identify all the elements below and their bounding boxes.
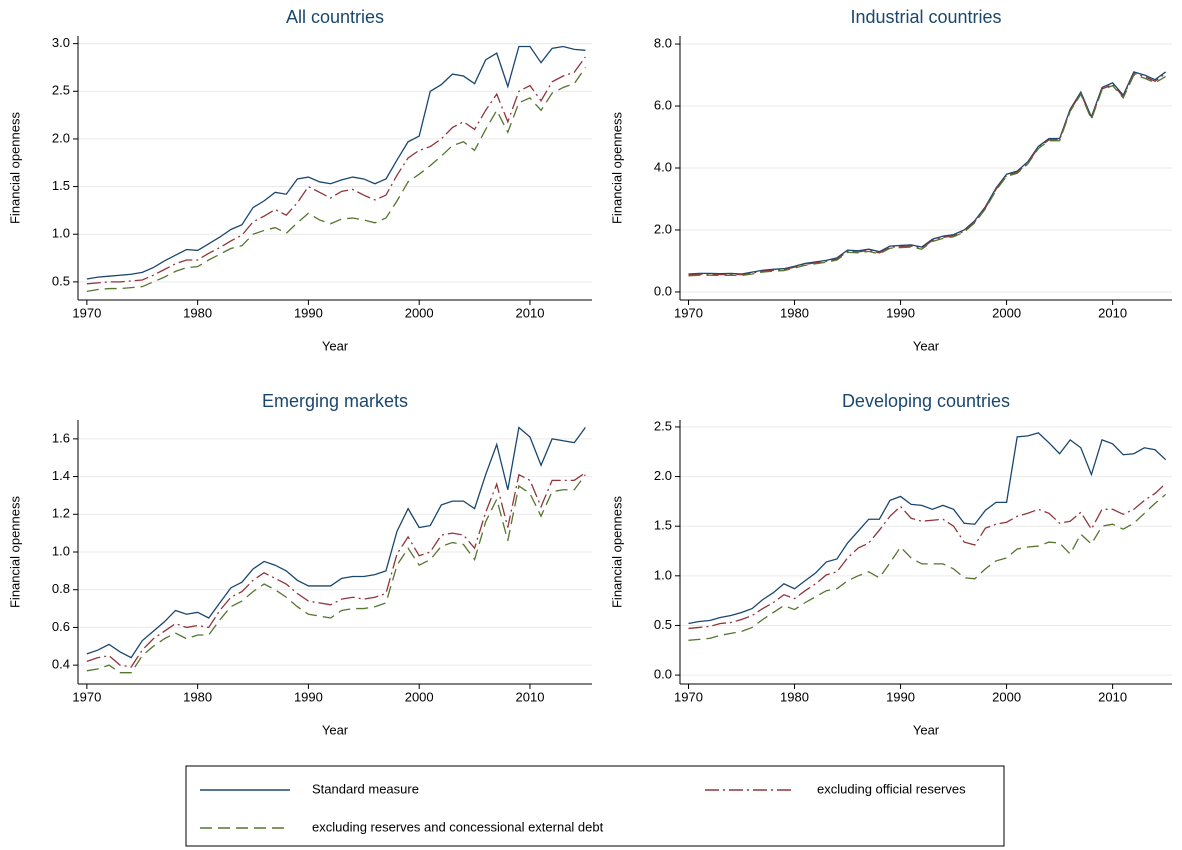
series-line	[688, 483, 1167, 630]
y-tick-label: 0.5	[654, 617, 672, 632]
y-tick-label: 2.0	[654, 221, 672, 236]
legend-label: excluding official reserves	[817, 781, 966, 796]
x-tick-label: 1970	[72, 689, 101, 704]
panel-title: All countries	[286, 7, 384, 27]
y-axis-label: Financial openness	[609, 495, 624, 608]
y-tick-label: 0.0	[654, 667, 672, 682]
y-tick-label: 3.0	[52, 35, 70, 50]
y-tick-label: 1.5	[52, 178, 70, 193]
series-line	[688, 493, 1167, 641]
series-line	[688, 72, 1167, 276]
y-tick-label: 4.0	[654, 159, 672, 174]
y-tick-label: 2.5	[52, 83, 70, 98]
x-tick-label: 1980	[183, 689, 212, 704]
y-tick-label: 2.5	[654, 418, 672, 433]
x-tick-label: 2000	[992, 305, 1021, 320]
x-axis-label: Year	[913, 722, 940, 737]
y-tick-label: 1.4	[52, 468, 70, 483]
x-axis-label: Year	[322, 338, 349, 353]
y-tick-label: 1.5	[654, 518, 672, 533]
x-tick-label: 1970	[674, 689, 703, 704]
series-line	[688, 432, 1167, 625]
series-line	[86, 45, 586, 280]
series-line	[86, 426, 586, 659]
y-tick-label: 1.0	[52, 543, 70, 558]
y-axis-label: Financial openness	[609, 111, 624, 224]
x-tick-label: 1990	[886, 305, 915, 320]
y-tick-label: 1.6	[52, 430, 70, 445]
y-tick-label: 6.0	[654, 97, 672, 112]
x-tick-label: 1980	[780, 305, 809, 320]
y-tick-label: 0.4	[52, 657, 70, 672]
legend-box	[185, 765, 1005, 847]
series-line	[688, 74, 1166, 277]
series-line	[86, 56, 586, 285]
series-line	[86, 472, 586, 668]
x-tick-label: 2000	[405, 305, 434, 320]
y-tick-label: 1.0	[52, 226, 70, 241]
y-axis-label: Financial openness	[7, 111, 22, 224]
y-tick-label: 0.6	[52, 619, 70, 634]
y-tick-label: 1.0	[654, 567, 672, 582]
x-axis-label: Year	[322, 722, 349, 737]
x-tick-label: 1990	[886, 689, 915, 704]
legend-label: Standard measure	[312, 781, 419, 796]
x-tick-label: 1980	[183, 305, 212, 320]
panel-title: Emerging markets	[262, 391, 408, 411]
panel-title: Industrial countries	[850, 7, 1001, 27]
x-tick-label: 1980	[780, 689, 809, 704]
y-tick-label: 2.0	[52, 130, 70, 145]
y-tick-label: 8.0	[654, 35, 672, 50]
x-tick-label: 2010	[1098, 689, 1127, 704]
series-line	[86, 67, 586, 293]
x-tick-label: 2000	[992, 689, 1021, 704]
panel-title: Developing countries	[842, 391, 1010, 411]
y-tick-label: 2.0	[654, 468, 672, 483]
legend-label: excluding reserves and concessional exte…	[312, 819, 604, 834]
x-tick-label: 2010	[516, 689, 545, 704]
y-tick-label: 0.8	[52, 581, 70, 596]
y-tick-label: 0.0	[654, 283, 672, 298]
x-tick-label: 1990	[294, 689, 323, 704]
y-axis-label: Financial openness	[7, 495, 22, 608]
x-tick-label: 2010	[1098, 305, 1127, 320]
series-line	[86, 474, 586, 674]
y-tick-label: 0.5	[52, 273, 70, 288]
x-tick-label: 1970	[674, 305, 703, 320]
x-tick-label: 2000	[405, 689, 434, 704]
x-tick-label: 2010	[516, 305, 545, 320]
x-axis-label: Year	[913, 338, 940, 353]
legend: Standard measure excluding official reser…	[185, 765, 1005, 847]
x-tick-label: 1990	[294, 305, 323, 320]
y-tick-label: 1.2	[52, 506, 70, 521]
x-tick-label: 1970	[72, 305, 101, 320]
